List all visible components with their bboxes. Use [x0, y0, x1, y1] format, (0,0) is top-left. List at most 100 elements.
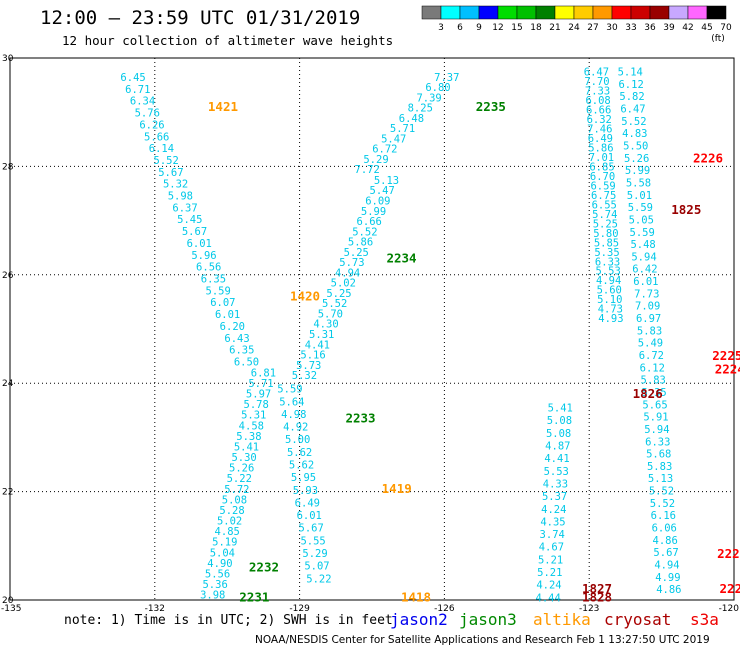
swh-value: 6.09 — [365, 195, 390, 207]
pass-label-2226: 2226 — [693, 150, 723, 165]
footer-credit: NOAA/NESDIS Center for Satellite Applica… — [255, 634, 710, 646]
pass-label-1420: 1420 — [290, 288, 320, 303]
swh-value: 6.42 — [632, 264, 657, 276]
swh-value: 4.92 — [283, 422, 308, 434]
swh-value: 5.50 — [623, 140, 648, 152]
swh-value: 5.36 — [202, 579, 227, 591]
swh-value: 5.29 — [302, 548, 327, 560]
y-tick-label: 26 — [2, 271, 14, 281]
swh-value: 5.13 — [648, 473, 673, 485]
swh-value: 5.52 — [621, 116, 646, 128]
swh-value: 5.19 — [212, 537, 237, 549]
swh-value: 6.35 — [229, 345, 254, 357]
footer-note: note: 1) Time is in UTC; 2) SWH is in fe… — [64, 613, 393, 628]
swh-value: 4.41 — [305, 339, 330, 351]
swh-value: 5.66 — [144, 131, 169, 143]
swh-value: 5.26 — [229, 463, 254, 475]
colorbar-label: 42 — [682, 23, 693, 33]
swh-value: 5.99 — [361, 206, 386, 218]
swh-value: 5.22 — [306, 573, 331, 585]
x-tick-label: -123 — [579, 604, 599, 614]
swh-value: 4.94 — [654, 560, 679, 572]
swh-value: 6.80 — [425, 82, 450, 94]
swh-value: 4.30 — [313, 319, 338, 331]
colorbar-swatch — [687, 5, 708, 20]
swh-value: 4.90 — [207, 558, 232, 570]
colorbar-swatch — [535, 5, 556, 20]
swh-value: 5.28 — [219, 505, 244, 517]
track-altika-1421: 6.456.716.345.766.265.666.145.525.675.32… — [120, 72, 259, 369]
grid-lines — [10, 58, 734, 600]
swh-value: 5.83 — [637, 325, 662, 337]
colorbar-label: 27 — [587, 23, 598, 33]
swh-value: 5.31 — [241, 410, 266, 422]
swh-value: 5.04 — [210, 547, 235, 559]
pass-label-2225: 2225 — [712, 348, 740, 363]
swh-value: 5.76 — [135, 108, 160, 120]
swh-value: 5.58 — [626, 177, 651, 189]
swh-value: 5.29 — [363, 154, 388, 166]
swh-value: 6.72 — [372, 144, 397, 156]
swh-value: 6.06 — [652, 523, 677, 535]
swh-value: 5.83 — [647, 461, 672, 473]
swh-value: 5.45 — [177, 214, 202, 226]
swh-value: 6.70 — [590, 171, 615, 183]
pass-label-2233: 2233 — [345, 410, 375, 425]
swh-value: 7.72 — [355, 164, 380, 176]
swh-value: 5.52 — [154, 155, 179, 167]
swh-value: 5.32 — [163, 179, 188, 191]
colorbar-label: 36 — [644, 23, 656, 33]
y-tick-label: 28 — [2, 162, 14, 172]
legend-jason2: jason2 — [390, 610, 448, 629]
wave-height-colorbar: 3 6 9 12 15 18 21 24 27 30 33 36 39 42 45 70(ft) — [421, 5, 732, 44]
swh-value: 6.43 — [224, 333, 249, 345]
swh-value: 4.44 — [536, 592, 561, 604]
colorbar-label: 3 — [438, 23, 444, 33]
swh-value: 5.22 — [227, 473, 252, 485]
colorbar-swatch — [592, 5, 613, 20]
swh-value: 5.71 — [248, 378, 273, 390]
swh-value: 4.85 — [215, 526, 240, 538]
swh-value: 5.86 — [588, 142, 613, 154]
swh-value: 5.67 — [158, 167, 183, 179]
swh-value: 5.83 — [641, 375, 666, 387]
swh-value: 5.31 — [309, 329, 334, 341]
swh-value: 5.47 — [370, 185, 395, 197]
pass-label-2235: 2235 — [476, 99, 506, 114]
swh-value: 5.62 — [289, 460, 314, 472]
swh-value: 7.37 — [434, 72, 459, 84]
colorbar-swatch — [706, 5, 727, 20]
track-altika-1420: 6.815.715.975.785.314.585.385.415.305.26… — [200, 367, 276, 601]
colorbar-label: 45 — [701, 23, 712, 33]
track-cryosat-1826: 5.415.085.084.874.415.534.335.374.244.35… — [536, 403, 573, 605]
swh-value: 4.35 — [540, 516, 565, 528]
swh-value: 5.35 — [594, 247, 619, 259]
swh-value: 5.94 — [644, 424, 669, 436]
y-tick-label: 22 — [2, 488, 13, 498]
swh-value: 5.25 — [593, 218, 618, 230]
swh-value: 5.41 — [548, 403, 573, 415]
swh-value: 3.98 — [200, 590, 225, 602]
swh-value: 4.86 — [656, 584, 681, 596]
swh-value: 5.67 — [653, 547, 678, 559]
pass-label-2231: 2231 — [239, 589, 269, 604]
swh-value: 6.01 — [187, 238, 212, 250]
swh-value: 5.80 — [593, 228, 618, 240]
pass-labels: 1421 1420 2235 2234 2233 1419 1418 2232 2231 2226… — [208, 99, 740, 605]
swh-value: 5.37 — [542, 491, 567, 503]
swh-value: 4.33 — [543, 478, 568, 490]
swh-value: 6.12 — [618, 79, 643, 91]
pass-label-1825: 1825 — [671, 202, 701, 217]
track-cryosat-1825: 6.477.707.336.086.666.327.466.495.867.01… — [584, 67, 624, 326]
swh-value: 6.85 — [589, 161, 614, 173]
swh-value: 5.78 — [244, 399, 269, 411]
colorbar-label: 33 — [625, 23, 636, 33]
pass-label-1826: 1826 — [633, 386, 663, 401]
track-jason3-2234: 5.135.476.095.996.665.525.865.255.734.94… — [292, 175, 399, 382]
swh-value: 5.49 — [638, 338, 663, 350]
swh-value: 4.93 — [598, 313, 623, 325]
colorbar-label: 39 — [663, 23, 675, 33]
